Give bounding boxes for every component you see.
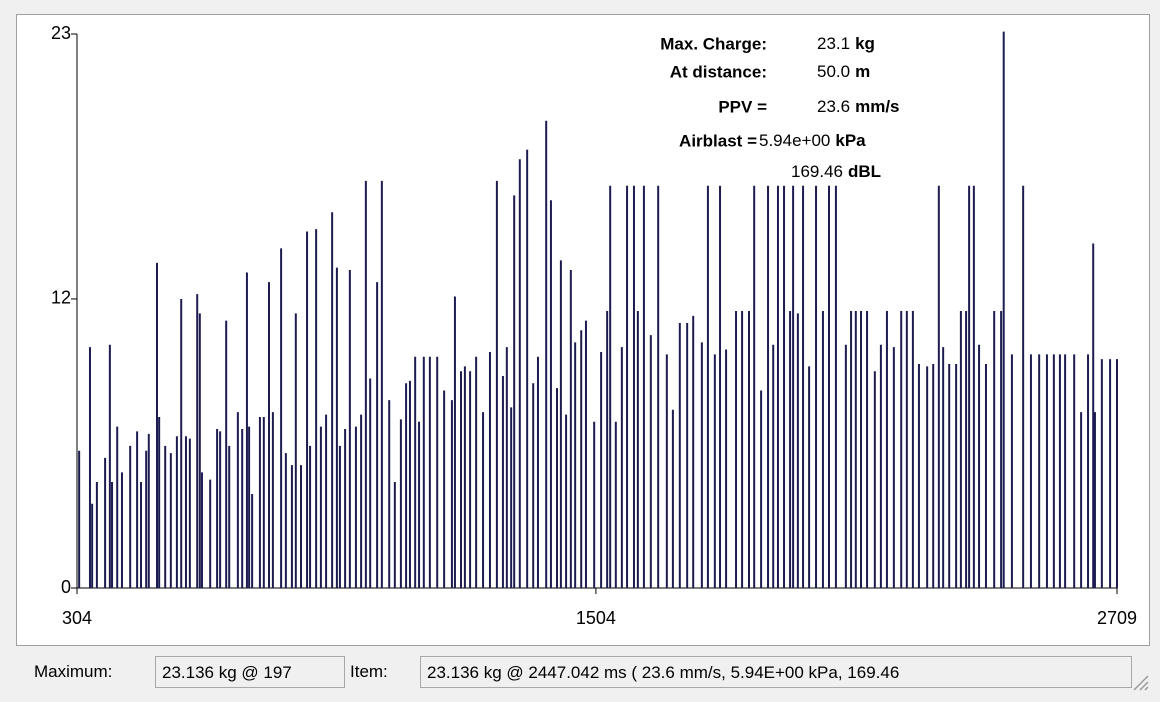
chart-panel: 0 12 23 304 1504 2709 Max. Charge: 23.1 kg At dis…	[16, 14, 1150, 646]
y-tick-label: 12	[51, 288, 71, 308]
annotation-value: 23.6 mm/s	[817, 97, 900, 116]
annotation-number: 5.94e+00	[759, 131, 830, 150]
annotation-label: Airblast =	[679, 131, 757, 150]
annotation-value: 169.46 dBL	[791, 162, 881, 181]
item-value: 23.136 kg @ 2447.042 ms ( 23.6 mm/s, 5.9…	[420, 656, 1132, 688]
annotation-value: 50.0 m	[817, 62, 870, 81]
annotation-label: PPV =	[718, 97, 767, 116]
item-label: Item:	[350, 662, 388, 681]
max-label: Maximum:	[34, 662, 113, 681]
annotation-label: At distance:	[670, 62, 767, 81]
annotation-number: 23.6	[817, 97, 850, 116]
annotation-unit: kPa	[835, 131, 866, 150]
annotation-unit: kg	[855, 34, 875, 53]
annotation-number: 23.1	[817, 34, 850, 53]
max-value: 23.136 kg @ 197	[155, 656, 345, 688]
annotation-unit: mm/s	[855, 97, 899, 116]
annotation-value: 23.1 kg	[817, 34, 875, 53]
annotation-number: 169.46	[791, 162, 843, 181]
annotation-number: 50.0	[817, 62, 850, 81]
annotation-label: Max. Charge:	[660, 34, 767, 53]
x-tick-label: 2709	[1097, 608, 1137, 628]
resize-grip[interactable]	[1128, 670, 1150, 692]
annotation-unit: m	[855, 62, 870, 81]
annotation-unit: dBL	[848, 162, 881, 181]
y-tick-label: 23	[51, 23, 71, 43]
chart: 0 12 23 304 1504 2709 Max. Charge: 23.1 kg At dis…	[51, 23, 1137, 628]
annotation-value: 5.94e+00 kPa	[759, 131, 866, 150]
x-tick-label: 304	[62, 608, 92, 628]
x-tick-label: 1504	[576, 608, 616, 628]
y-tick-label: 0	[61, 577, 71, 597]
